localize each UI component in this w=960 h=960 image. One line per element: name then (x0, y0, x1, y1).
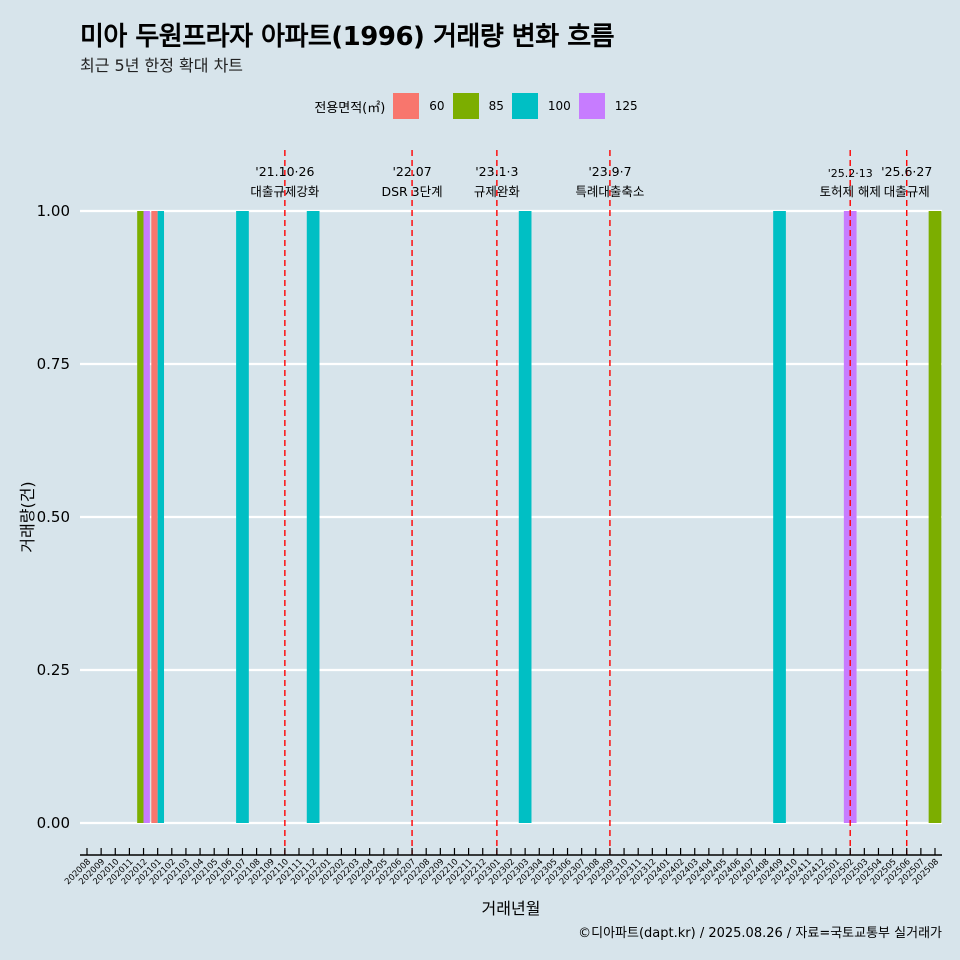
bars (137, 211, 942, 823)
event-lines (284, 150, 908, 855)
x-axis: 2020082020092020102020112020122021012021… (63, 848, 942, 887)
event-date: '25.6·27 (881, 164, 932, 179)
event-label: 대출규제 (884, 184, 930, 199)
event-date: '22.07 (392, 164, 431, 179)
bar-202012-85 (137, 211, 144, 823)
legend-label-100: 100 (547, 99, 571, 113)
gridlines (80, 209, 942, 825)
y-axis: 0.00 0.25 0.50 0.75 1.00 (37, 202, 70, 832)
legend-label-60: 60 (429, 99, 445, 113)
bar-202508-85 (928, 211, 942, 823)
bar-202101-100 (157, 211, 165, 823)
legend-key-85 (452, 93, 479, 119)
legend-item-85: 85 (452, 93, 504, 119)
bar-202107-100 (236, 211, 249, 823)
event-date: '23.9·7 (588, 164, 631, 179)
legend-item-125: 125 (578, 93, 638, 119)
event-label: 대출규제강화 (250, 184, 320, 199)
bar-202502-125 (843, 211, 857, 823)
bar-202303-100 (518, 211, 532, 823)
event-date: '21.10·26 (255, 164, 314, 179)
legend-label-125: 125 (614, 99, 638, 113)
y-axis-title: 거래량(건) (18, 481, 37, 552)
event-annotations: '21.10·26 대출규제강화 '22.07 DSR 3단계 '23.1·3 규제완화 '… (250, 164, 932, 199)
legend-title: 전용면적(㎡) (314, 100, 386, 116)
y-tick-label: 0.25 (37, 661, 70, 679)
x-axis-title: 거래년월 (482, 899, 541, 918)
legend: 전용면적(㎡) 60 85 100 125 (0, 93, 960, 119)
legend-key-125 (578, 93, 605, 119)
y-tick-label: 0.00 (37, 814, 70, 832)
event-label: 특례대출축소 (575, 184, 644, 199)
legend-key-60 (393, 93, 420, 119)
legend-key-100 (511, 93, 538, 119)
chart-title: 미아 두원프라자 아파트(1996) 거래량 변화 흐름 (80, 22, 615, 52)
bar-202409-100 (773, 211, 786, 823)
event-label: 규제완화 (474, 184, 521, 199)
event-date: '25.2·13 (828, 167, 873, 180)
event-date: '23.1·3 (475, 164, 518, 179)
bar-202112-100 (306, 211, 320, 823)
y-tick-label: 1.00 (37, 202, 70, 220)
bar-202012-125 (143, 211, 150, 823)
legend-label-85: 85 (488, 99, 504, 113)
bar-202101-60 (151, 211, 158, 823)
y-tick-label: 0.75 (37, 355, 70, 373)
chart-subtitle: 최근 5년 한정 확대 차트 (80, 56, 244, 75)
legend-item-60: 60 (393, 93, 445, 119)
event-label: 토허제 해제 (819, 184, 880, 199)
y-tick-label: 0.50 (37, 508, 70, 526)
legend-item-100: 100 (511, 93, 571, 119)
event-label: DSR 3단계 (381, 184, 442, 199)
source-caption: ©디아파트(dapt.kr) / 2025.08.26 / 자료=국토교통부 실… (578, 926, 942, 941)
